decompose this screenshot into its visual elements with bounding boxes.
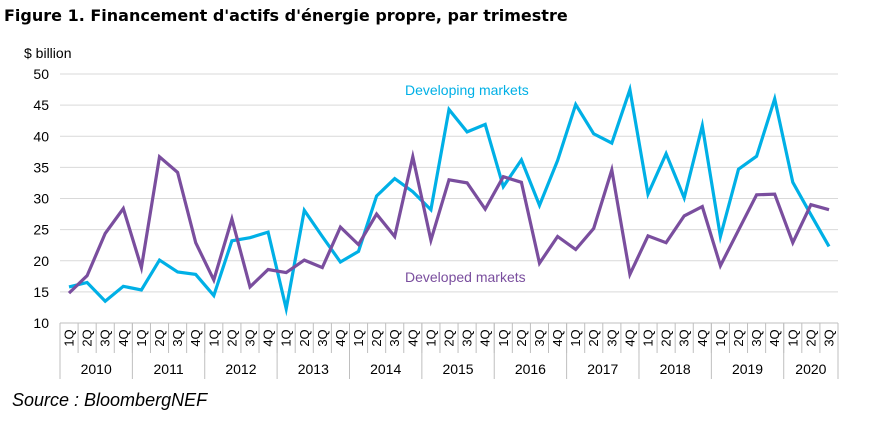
x-tick-label-year: 2010 bbox=[81, 361, 112, 377]
x-tick-label-year: 2016 bbox=[515, 361, 546, 377]
y-tick-label: 40 bbox=[33, 128, 49, 144]
y-axis-label: $ billion bbox=[24, 45, 71, 61]
y-tick-label: 20 bbox=[33, 253, 49, 269]
x-tick-label-quarter: 1Q bbox=[351, 329, 366, 346]
x-tick-label-quarter: 2Q bbox=[659, 329, 674, 346]
y-tick-label: 25 bbox=[33, 222, 49, 238]
x-tick-label-year: 2020 bbox=[795, 361, 826, 377]
x-tick-label-quarter: 3Q bbox=[170, 329, 185, 346]
x-tick-label-quarter: 2Q bbox=[152, 329, 167, 346]
x-tick-label-quarter: 4Q bbox=[261, 329, 276, 346]
x-tick-label-quarter: 3Q bbox=[532, 329, 547, 346]
y-tick-label: 50 bbox=[33, 66, 49, 82]
x-tick-label-year: 2012 bbox=[225, 361, 256, 377]
x-tick-label-quarter: 1Q bbox=[423, 329, 438, 346]
x-tick-label-quarter: 4Q bbox=[478, 329, 493, 346]
x-tick-label-quarter: 1Q bbox=[62, 329, 77, 346]
x-tick-label-quarter: 3Q bbox=[677, 329, 692, 346]
y-tick-label: 10 bbox=[33, 315, 49, 331]
x-axis: 1Q 2Q 3Q 4Q 1Q 2Q 3Q 4Q 1Q 2Q 3Q 4Q 1Q 2Q 3Q 4Q 1Q 2Q 3Q 4Q… bbox=[59, 322, 839, 379]
x-tick-label-quarter: 2Q bbox=[731, 329, 746, 346]
series-lines bbox=[67, 83, 831, 317]
x-tick-label-quarter: 4Q bbox=[116, 329, 131, 346]
x-tick-label-quarter: 4Q bbox=[767, 329, 782, 346]
series-line-developed bbox=[67, 149, 830, 295]
x-tick-label-quarter: 2Q bbox=[297, 329, 312, 346]
x-tick-label-quarter: 4Q bbox=[550, 329, 565, 346]
x-tick-label-quarter: 1Q bbox=[713, 329, 728, 346]
x-tick-label-quarter: 2Q bbox=[442, 329, 457, 346]
x-tick-label-quarter: 2Q bbox=[369, 329, 384, 346]
y-tick-label: 15 bbox=[33, 284, 49, 300]
x-tick-label-year: 2017 bbox=[587, 361, 618, 377]
y-tick-label: 35 bbox=[33, 159, 49, 175]
x-tick-label-quarter: 4Q bbox=[622, 329, 637, 346]
x-tick-label-quarter: 2Q bbox=[803, 329, 818, 346]
x-tick-label-quarter: 4Q bbox=[695, 329, 710, 346]
x-tick-label-quarter: 4Q bbox=[405, 329, 420, 346]
x-tick-label-quarter: 3Q bbox=[98, 329, 113, 346]
y-tick-label: 30 bbox=[33, 191, 49, 207]
x-tick-label-quarter: 3Q bbox=[749, 329, 764, 346]
x-tick-label-quarter: 1Q bbox=[641, 329, 656, 346]
source-note: Source : BloombergNEF bbox=[12, 390, 208, 410]
x-tick-label-quarter: 1Q bbox=[496, 329, 511, 346]
x-tick-label-quarter: 3Q bbox=[242, 329, 257, 346]
x-tick-label-quarter: 2Q bbox=[80, 329, 95, 346]
series-label-developing: Developing markets bbox=[405, 82, 529, 98]
x-tick-label-quarter: 3Q bbox=[315, 329, 330, 346]
x-tick-label-year: 2015 bbox=[442, 361, 473, 377]
x-tick-label-year: 2013 bbox=[298, 361, 329, 377]
x-tick-label-quarter: 3Q bbox=[821, 329, 836, 346]
y-axis-ticks: 10 15 20 25 30 35 40 45 50 bbox=[33, 66, 49, 331]
x-tick-label-quarter: 2Q bbox=[514, 329, 529, 346]
x-tick-label-quarter: 1Q bbox=[785, 329, 800, 346]
x-tick-label-year: 2014 bbox=[370, 361, 401, 377]
x-tick-label-year: 2011 bbox=[154, 361, 184, 377]
x-tick-label-year: 2019 bbox=[732, 361, 763, 377]
x-tick-label-quarter: 3Q bbox=[460, 329, 475, 346]
y-tick-label: 45 bbox=[33, 97, 49, 113]
x-tick-label-quarter: 2Q bbox=[586, 329, 601, 346]
x-tick-label-quarter: 1Q bbox=[134, 329, 149, 346]
series-label-developed: Developed markets bbox=[405, 269, 526, 285]
x-tick-label-quarter: 3Q bbox=[604, 329, 619, 346]
series-line-developing bbox=[68, 83, 831, 317]
x-tick-label-year: 2018 bbox=[660, 361, 691, 377]
x-tick-label-quarter: 4Q bbox=[333, 329, 348, 346]
x-tick-label-quarter: 1Q bbox=[206, 329, 221, 346]
x-tick-label-quarter: 1Q bbox=[568, 329, 583, 346]
x-tick-label-quarter: 2Q bbox=[224, 329, 239, 346]
x-tick-label-quarter: 3Q bbox=[387, 329, 402, 346]
x-tick-label-quarter: 1Q bbox=[279, 329, 294, 346]
figure-title: Figure 1. Financement d'actifs d'énergie… bbox=[4, 6, 568, 25]
x-tick-label-quarter: 4Q bbox=[188, 329, 203, 346]
